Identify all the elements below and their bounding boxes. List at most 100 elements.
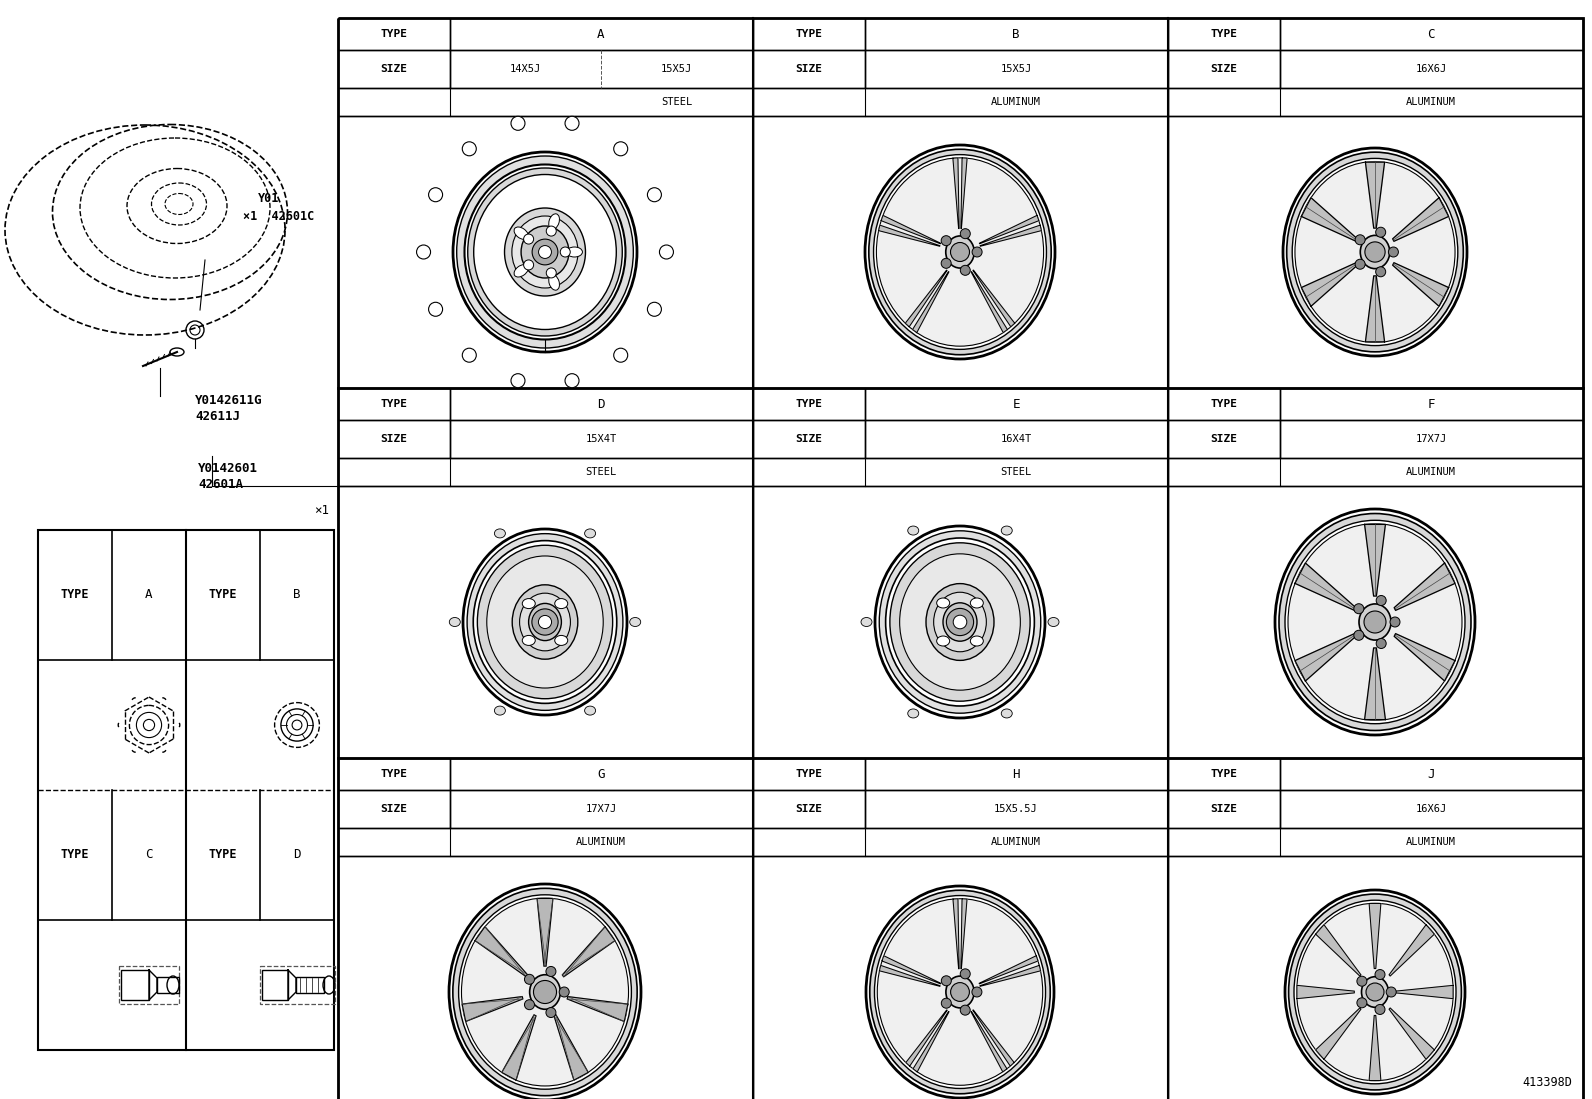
Text: TYPE: TYPE	[60, 848, 89, 862]
Ellipse shape	[1294, 162, 1455, 343]
Circle shape	[1390, 617, 1399, 628]
Text: J: J	[1428, 767, 1434, 780]
Text: ALUMINUM: ALUMINUM	[576, 837, 626, 847]
Circle shape	[960, 229, 970, 238]
Circle shape	[615, 348, 627, 363]
Circle shape	[1356, 998, 1368, 1008]
Circle shape	[417, 245, 430, 259]
Text: 17X7J: 17X7J	[586, 804, 616, 814]
Polygon shape	[462, 997, 522, 1021]
Ellipse shape	[522, 635, 535, 645]
Text: E: E	[1013, 398, 1020, 411]
Ellipse shape	[877, 899, 1043, 1086]
Bar	[864, 790, 1169, 828]
Ellipse shape	[519, 593, 570, 651]
Ellipse shape	[971, 636, 984, 646]
Ellipse shape	[449, 618, 460, 626]
Bar	[1169, 18, 1280, 49]
Polygon shape	[1315, 1008, 1361, 1059]
Ellipse shape	[549, 214, 559, 230]
Bar	[338, 856, 753, 1099]
Circle shape	[1353, 631, 1364, 641]
Ellipse shape	[474, 175, 616, 330]
Polygon shape	[981, 965, 1041, 986]
Ellipse shape	[630, 618, 640, 626]
Ellipse shape	[861, 618, 872, 626]
Circle shape	[546, 268, 556, 278]
Bar	[451, 790, 753, 828]
Polygon shape	[879, 965, 939, 986]
Ellipse shape	[1286, 152, 1463, 352]
Bar	[753, 18, 864, 49]
Bar	[338, 18, 1582, 1099]
Text: G: G	[597, 767, 605, 780]
Circle shape	[524, 1000, 535, 1010]
Bar	[753, 486, 1169, 758]
Ellipse shape	[946, 236, 974, 268]
Ellipse shape	[927, 584, 993, 660]
Circle shape	[1353, 603, 1364, 613]
Text: H: H	[1013, 767, 1020, 780]
Bar	[753, 458, 1169, 486]
Text: D: D	[597, 398, 605, 411]
Polygon shape	[973, 270, 1014, 326]
Bar	[1169, 828, 1582, 856]
Text: SIZE: SIZE	[380, 64, 408, 74]
Circle shape	[659, 245, 673, 259]
Text: TYPE: TYPE	[1210, 399, 1237, 409]
Circle shape	[546, 226, 556, 236]
Text: 15X5J: 15X5J	[661, 64, 691, 74]
Text: SIZE: SIZE	[796, 804, 823, 814]
Bar	[753, 388, 864, 420]
Polygon shape	[981, 225, 1041, 246]
Text: ALUMINUM: ALUMINUM	[1406, 837, 1457, 847]
Ellipse shape	[468, 168, 622, 336]
Bar	[1169, 486, 1582, 758]
Bar	[451, 388, 753, 420]
Text: ALUMINUM: ALUMINUM	[1406, 467, 1457, 477]
Circle shape	[538, 245, 551, 258]
Ellipse shape	[933, 592, 987, 652]
Polygon shape	[962, 158, 966, 229]
Text: A: A	[597, 27, 605, 41]
Ellipse shape	[936, 636, 950, 646]
Bar	[753, 420, 864, 458]
Bar	[338, 18, 451, 49]
Bar	[338, 486, 753, 758]
Text: F: F	[1428, 398, 1434, 411]
Ellipse shape	[452, 888, 637, 1096]
Polygon shape	[1364, 524, 1385, 596]
Ellipse shape	[907, 709, 919, 718]
Ellipse shape	[458, 895, 632, 1089]
Bar	[864, 49, 1169, 88]
Circle shape	[941, 998, 952, 1008]
Circle shape	[462, 348, 476, 363]
Circle shape	[1375, 267, 1385, 277]
Ellipse shape	[936, 598, 950, 608]
Ellipse shape	[1360, 604, 1391, 640]
Text: B: B	[1013, 27, 1020, 41]
Bar	[1169, 420, 1280, 458]
Circle shape	[648, 188, 661, 202]
Ellipse shape	[874, 896, 1046, 1088]
Polygon shape	[1301, 263, 1358, 307]
Bar	[1169, 758, 1280, 790]
Text: STEEL: STEEL	[586, 467, 616, 477]
Text: 42601A: 42601A	[197, 477, 244, 490]
Text: TYPE: TYPE	[209, 588, 237, 601]
Bar	[864, 388, 1169, 420]
Ellipse shape	[1275, 509, 1476, 735]
Bar	[1169, 88, 1582, 116]
Ellipse shape	[522, 599, 535, 609]
Circle shape	[1375, 969, 1385, 979]
Ellipse shape	[1001, 526, 1013, 535]
Circle shape	[941, 976, 952, 986]
Circle shape	[941, 258, 950, 268]
Ellipse shape	[1360, 235, 1390, 268]
Circle shape	[648, 302, 661, 317]
Ellipse shape	[462, 898, 629, 1086]
Ellipse shape	[529, 603, 562, 641]
Text: 14X5J: 14X5J	[509, 64, 541, 74]
Ellipse shape	[505, 208, 586, 296]
Bar	[121, 970, 150, 1000]
